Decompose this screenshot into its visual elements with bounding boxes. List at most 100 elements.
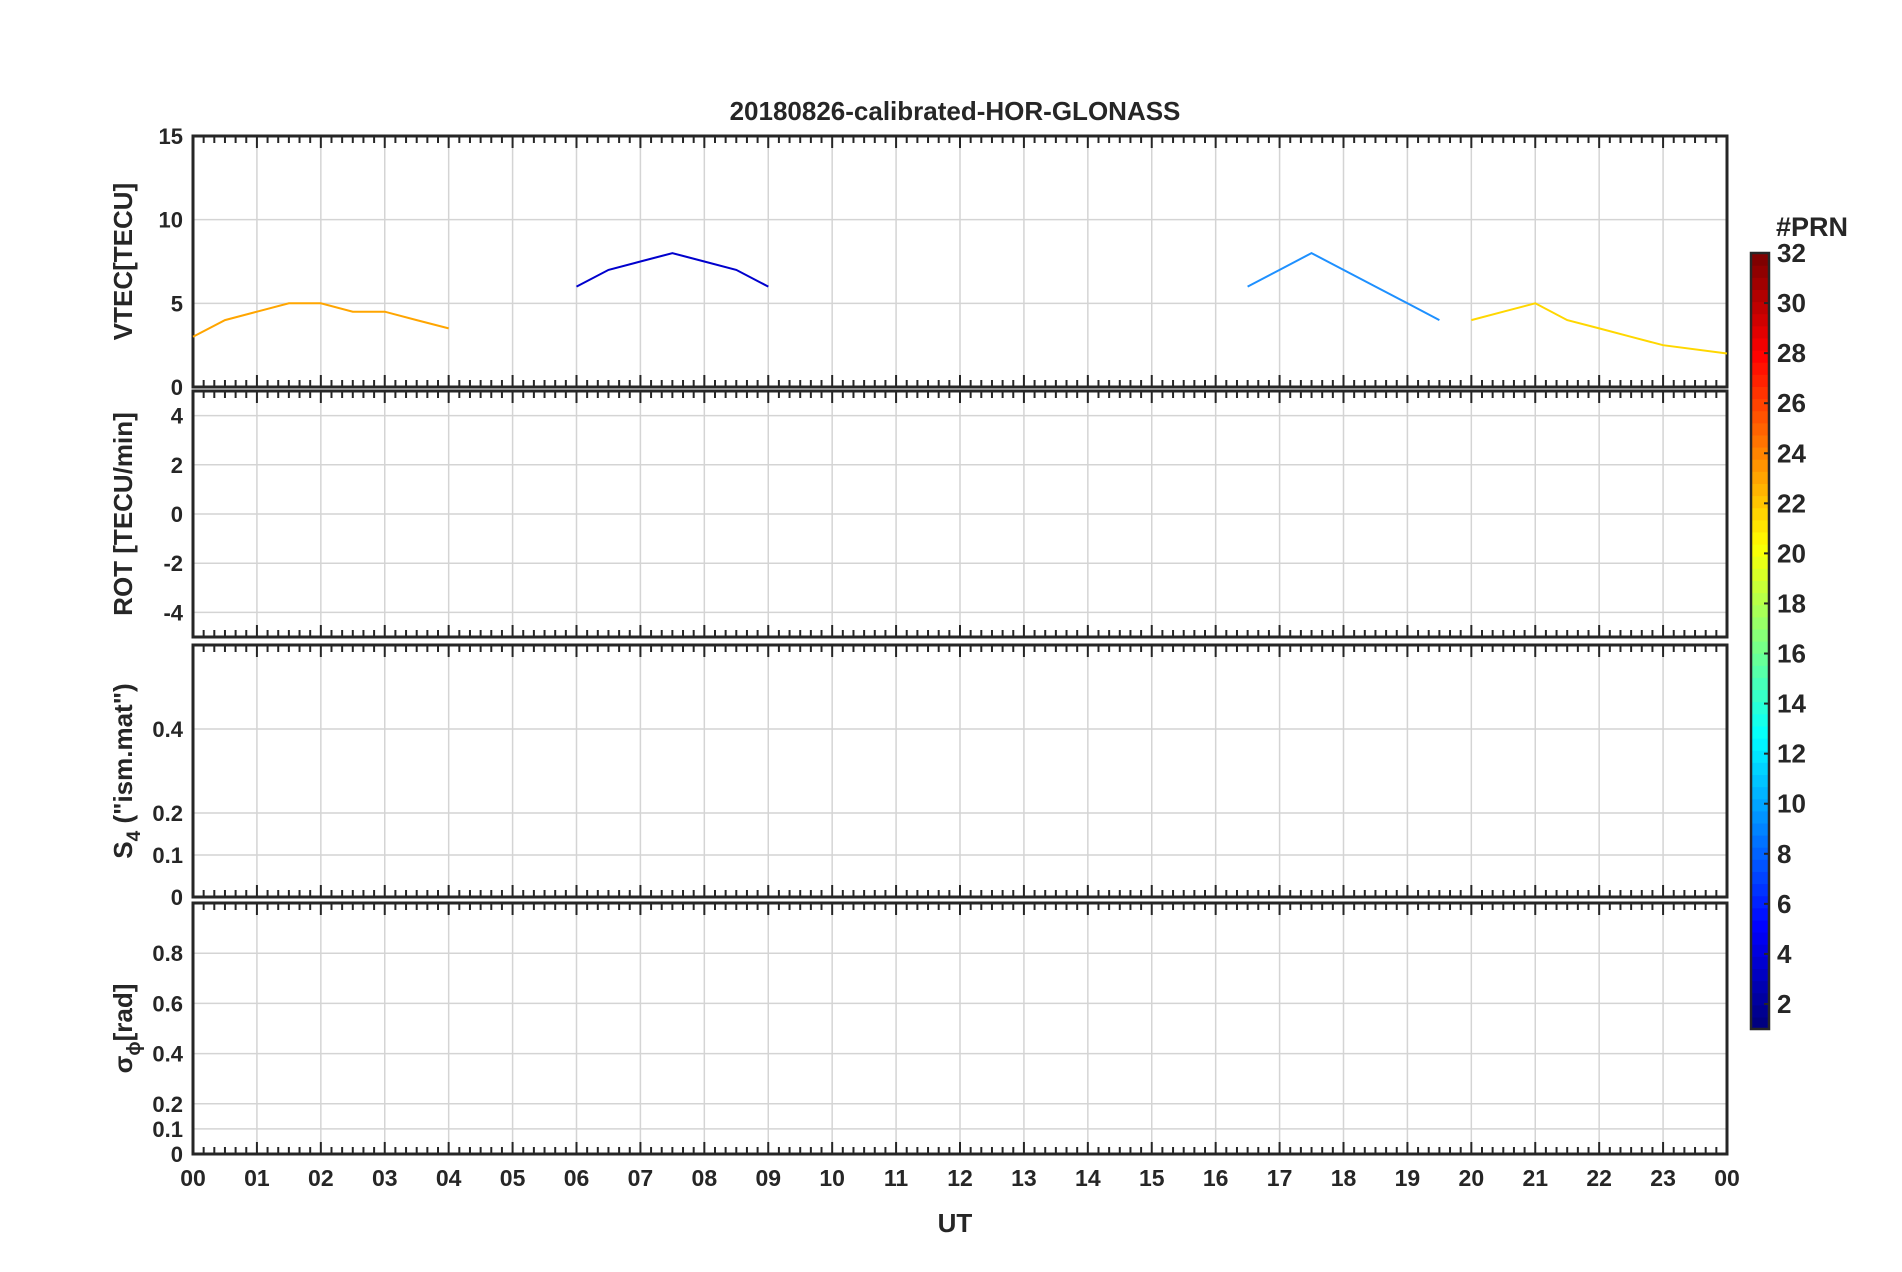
- x-tick-label: 08: [692, 1165, 718, 1191]
- y-tick-label: -2: [163, 551, 183, 576]
- chart-title: 20180826-calibrated-HOR-GLONASS: [730, 96, 1181, 126]
- series-prn-21: [192, 302, 449, 338]
- colorbar-swatch: [1751, 786, 1769, 800]
- y-tick-label: 0: [171, 1142, 183, 1167]
- colorbar-swatch: [1751, 689, 1769, 703]
- y-axis-label: ROT [TECU/min]: [108, 412, 138, 616]
- colorbar-tick-label: 28: [1777, 338, 1806, 368]
- y-axis-label: S4 ("ism.mat"): [108, 683, 145, 858]
- y-tick-label: 4: [171, 404, 184, 429]
- colorbar-swatch: [1751, 725, 1769, 739]
- colorbar-tick-label: 26: [1777, 388, 1806, 418]
- colorbar-tick-label: 6: [1777, 889, 1791, 919]
- x-tick-label: 02: [308, 1165, 334, 1191]
- y-tick-label: 10: [159, 208, 183, 233]
- colorbar-swatch: [1751, 556, 1769, 569]
- colorbar-swatch: [1751, 265, 1769, 278]
- colorbar-swatch: [1751, 459, 1769, 472]
- x-tick-labels: 00 01 02 03 04 05 06 07 08 09 10 11 12 13 14 15 16 17 18 19…: [180, 1165, 1740, 1191]
- colorbar-swatch: [1751, 277, 1769, 290]
- colorbar-tick-label: 32: [1777, 238, 1806, 268]
- colorbar-swatch: [1751, 544, 1769, 557]
- colorbar-swatch: [1751, 713, 1769, 727]
- panel-vtec: 0 5 10 15 VTEC[TECU]: [108, 124, 1729, 400]
- colorbar-swatch: [1751, 871, 1769, 885]
- x-tick-label: 03: [372, 1165, 398, 1191]
- colorbar-swatch: [1751, 641, 1769, 654]
- series-prn-10: [1247, 251, 1440, 321]
- series-prn-20: [1471, 302, 1728, 355]
- panel-sigma_phi: 00.10.2 0.4 0.6 0.8 σϕ[rad]: [108, 901, 1729, 1167]
- colorbar-tick-label: 24: [1777, 438, 1806, 468]
- colorbar-swatch: [1751, 616, 1769, 630]
- x-tick-label: 05: [500, 1165, 526, 1191]
- colorbar-swatch: [1751, 883, 1769, 897]
- y-tick-label: 15: [159, 124, 183, 149]
- colorbar-tick-label: 8: [1777, 839, 1791, 869]
- colorbar-swatch: [1751, 919, 1769, 933]
- colorbar-swatch: [1751, 932, 1769, 945]
- x-tick-label: 19: [1395, 1165, 1421, 1191]
- x-tick-label: 17: [1267, 1165, 1293, 1191]
- colorbar-swatch: [1751, 434, 1769, 448]
- colorbar-swatch: [1751, 835, 1769, 848]
- colorbar-tick-label: 16: [1777, 639, 1806, 669]
- x-tick-label: 12: [947, 1165, 973, 1191]
- colorbar-swatch: [1751, 968, 1769, 982]
- colorbar-swatch: [1751, 774, 1769, 788]
- y-tick-label: 0.8: [152, 941, 183, 966]
- y-tick-label: 0.1: [152, 1117, 183, 1142]
- x-tick-label: 00: [180, 1165, 206, 1191]
- colorbar-swatch: [1751, 447, 1769, 460]
- y-tick-label: 0: [171, 885, 183, 910]
- colorbar-swatch: [1751, 956, 1769, 969]
- panel-rot: -4 -2 0 2 4 ROT [TECU/min]: [108, 389, 1729, 639]
- y-tick-label: 5: [171, 291, 183, 316]
- colorbar-swatch: [1751, 422, 1769, 436]
- colorbar-swatch: [1751, 750, 1769, 763]
- colorbar-swatch: [1751, 410, 1769, 424]
- colorbar-swatch: [1751, 762, 1769, 775]
- colorbar-swatch: [1751, 253, 1769, 266]
- series-prn-3: [576, 252, 769, 288]
- x-tick-label: 09: [755, 1165, 781, 1191]
- x-tick-label: 04: [436, 1165, 462, 1191]
- colorbar-swatch: [1751, 847, 1769, 860]
- colorbar-swatch: [1751, 859, 1769, 872]
- x-tick-label: 14: [1075, 1165, 1101, 1191]
- x-tick-label: 23: [1650, 1165, 1676, 1191]
- colorbar-swatch: [1751, 325, 1769, 339]
- colorbar-swatch: [1751, 483, 1769, 497]
- colorbar-swatch: [1751, 677, 1769, 691]
- colorbar-swatch: [1751, 992, 1769, 1006]
- y-tick-label: 0.2: [152, 1092, 183, 1117]
- colorbar-swatch: [1751, 604, 1769, 618]
- colorbar-swatch: [1751, 471, 1769, 484]
- colorbar-swatch: [1751, 289, 1769, 303]
- colorbar-tick-label: 4: [1777, 939, 1792, 969]
- x-tick-label: 07: [628, 1165, 654, 1191]
- colorbar-swatch: [1751, 568, 1769, 581]
- x-tick-label: 20: [1459, 1165, 1485, 1191]
- colorbar-swatch: [1751, 980, 1769, 994]
- colorbar-swatch: [1751, 907, 1769, 921]
- colorbar-tick-label: 14: [1777, 689, 1806, 719]
- colorbar-swatch: [1751, 350, 1769, 363]
- colorbar-swatch: [1751, 519, 1769, 533]
- y-tick-label: 0: [171, 375, 183, 400]
- colorbar-swatch: [1751, 1004, 1769, 1018]
- colorbar-label: #PRN: [1776, 212, 1848, 242]
- colorbar-tick-label: 18: [1777, 588, 1806, 618]
- colorbar-tick-label: 10: [1777, 789, 1806, 819]
- x-tick-label: 10: [819, 1165, 845, 1191]
- colorbar-swatch: [1751, 531, 1769, 545]
- colorbar-swatch: [1751, 944, 1769, 957]
- colorbar-swatch: [1751, 362, 1769, 375]
- colorbar-swatch: [1751, 374, 1769, 387]
- x-tick-label: 13: [1011, 1165, 1037, 1191]
- x-tick-label: 15: [1139, 1165, 1165, 1191]
- x-axis-label: UT: [938, 1208, 973, 1238]
- colorbar-tick-label: 30: [1777, 288, 1806, 318]
- x-tick-label: 21: [1522, 1165, 1548, 1191]
